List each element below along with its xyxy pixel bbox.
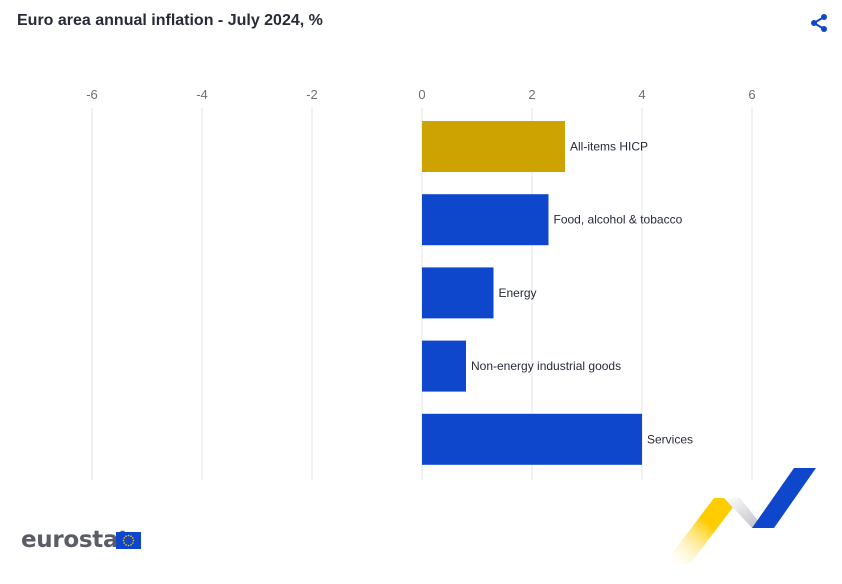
x-axis-ticks: -6 -4 -2 0 2 4 6: [86, 87, 755, 102]
bar-4[interactable]: [422, 413, 642, 465]
category-label: Food, alcohol & tobacco: [554, 213, 683, 227]
x-tick-label: 6: [748, 87, 755, 102]
x-tick-label: -4: [196, 87, 208, 102]
x-tick-label: -6: [86, 87, 98, 102]
x-tick-label: 2: [528, 87, 535, 102]
chart-title: Euro area annual inflation - July 2024, …: [17, 12, 323, 29]
category-label: All-items HICP: [570, 140, 648, 154]
category-labels: All-items HICP Food, alcohol & tobacco Ene…: [471, 140, 693, 447]
eurostat-logo: eurostat: [21, 527, 129, 553]
share-icon: [811, 14, 827, 32]
category-label: Energy: [499, 286, 537, 300]
x-tick-label: 0: [418, 87, 425, 102]
bar-1[interactable]: [422, 194, 549, 246]
share-button[interactable]: [808, 12, 830, 34]
x-tick-label: -2: [306, 87, 318, 102]
bar-0[interactable]: [422, 121, 565, 172]
category-label: Non-energy industrial goods: [471, 359, 621, 373]
bars: [422, 121, 642, 465]
x-tick-label: 4: [638, 87, 645, 102]
eurostat-ribbon-decoration: [664, 468, 816, 564]
bar-2[interactable]: [422, 267, 494, 319]
eu-flag-icon: [116, 532, 141, 549]
category-label: Services: [647, 432, 693, 446]
bar-3[interactable]: [422, 340, 466, 392]
